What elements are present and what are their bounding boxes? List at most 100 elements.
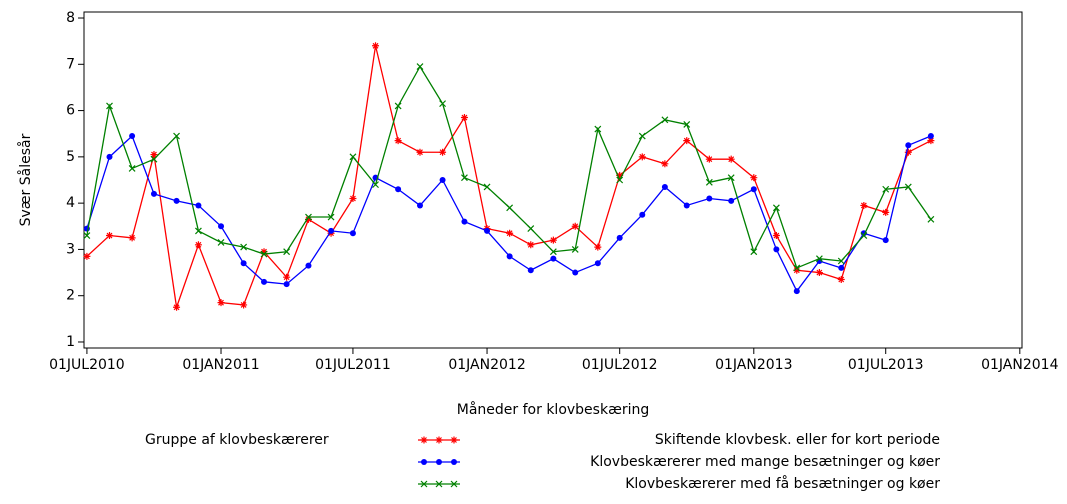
marker [506, 204, 514, 212]
legend-marker [420, 436, 428, 444]
legend-marker [421, 459, 427, 465]
y-axis-label: Svær Sålesår [17, 133, 34, 226]
marker [240, 260, 247, 267]
marker [150, 190, 157, 197]
marker [260, 250, 268, 258]
marker [83, 252, 91, 260]
marker [572, 269, 579, 276]
marker [305, 262, 312, 269]
marker [527, 225, 535, 233]
marker [750, 174, 758, 182]
marker [705, 178, 713, 186]
marker [727, 155, 735, 163]
marker [860, 201, 868, 209]
legend-title: Gruppe af klovbeskærerer [145, 432, 329, 448]
x-tick-label: 01JAN2011 [182, 357, 259, 373]
marker [195, 202, 202, 209]
plot-frame [83, 11, 1023, 349]
marker [240, 301, 248, 309]
marker [240, 243, 248, 251]
marker [882, 237, 889, 244]
x-tick-label: 01JUL2012 [582, 357, 658, 373]
marker [639, 211, 646, 218]
marker [594, 260, 601, 267]
marker [927, 133, 934, 140]
y-tick-label: 5 [66, 149, 75, 165]
x-tick-label: 01JUL2011 [315, 357, 391, 373]
marker [683, 137, 691, 145]
marker [283, 273, 291, 281]
x-tick-label: 01JAN2013 [715, 357, 792, 373]
marker [616, 176, 624, 184]
marker [416, 202, 423, 209]
marker [661, 116, 669, 124]
marker [793, 266, 801, 274]
y-tick-label: 8 [66, 10, 75, 26]
marker [837, 276, 845, 284]
marker [173, 132, 180, 140]
legend-marker [435, 436, 443, 444]
legend-marker [436, 459, 442, 465]
legend-label: Klovbeskærerer med mange besætninger og … [590, 454, 940, 470]
marker [461, 218, 468, 225]
y-tick-label: 2 [66, 288, 75, 304]
marker [173, 197, 180, 204]
marker [905, 142, 912, 149]
legend-marker [435, 480, 443, 488]
marker [416, 63, 424, 71]
marker [483, 183, 491, 191]
marker [860, 232, 868, 239]
legend-marker [450, 480, 458, 488]
marker [815, 269, 823, 277]
marker [461, 174, 468, 182]
marker [527, 241, 535, 249]
marker [594, 125, 602, 133]
marker [260, 248, 268, 256]
marker [106, 102, 113, 110]
marker [882, 208, 890, 216]
marker [128, 165, 136, 172]
series-line [86, 45, 932, 308]
y-tick-label: 6 [66, 103, 75, 119]
marker [283, 281, 290, 288]
marker [394, 102, 402, 110]
marker [550, 255, 557, 262]
marker [638, 153, 646, 161]
legend-marker [451, 459, 457, 465]
marker [927, 137, 935, 145]
marker [815, 255, 823, 263]
marker [904, 183, 912, 191]
marker [372, 42, 380, 50]
marker [328, 227, 335, 234]
marker [750, 186, 757, 193]
marker [83, 232, 91, 239]
marker [506, 253, 513, 260]
x-tick-label: 01JAN2014 [981, 357, 1058, 373]
marker [106, 153, 113, 160]
marker [439, 177, 446, 183]
marker [305, 213, 312, 221]
series-line [86, 65, 932, 269]
marker [837, 257, 845, 265]
marker [283, 248, 291, 256]
marker [217, 239, 225, 246]
marker [728, 197, 735, 204]
y-tick-label: 3 [66, 241, 75, 257]
marker [616, 234, 623, 241]
x-axis-label: Måneder for klovbeskæring [457, 401, 649, 418]
x-tick-label: 01JUL2013 [848, 357, 924, 373]
marker [927, 215, 935, 223]
marker [439, 100, 447, 108]
marker [349, 195, 357, 203]
marker [683, 202, 690, 209]
legend-label: Skiftende klovbesk. eller for kort perio… [655, 432, 940, 448]
marker [661, 160, 669, 168]
marker [372, 181, 379, 189]
marker [394, 137, 402, 145]
marker [129, 133, 136, 140]
marker [304, 215, 312, 223]
marker [793, 264, 801, 272]
y-tick-label: 7 [66, 56, 75, 72]
